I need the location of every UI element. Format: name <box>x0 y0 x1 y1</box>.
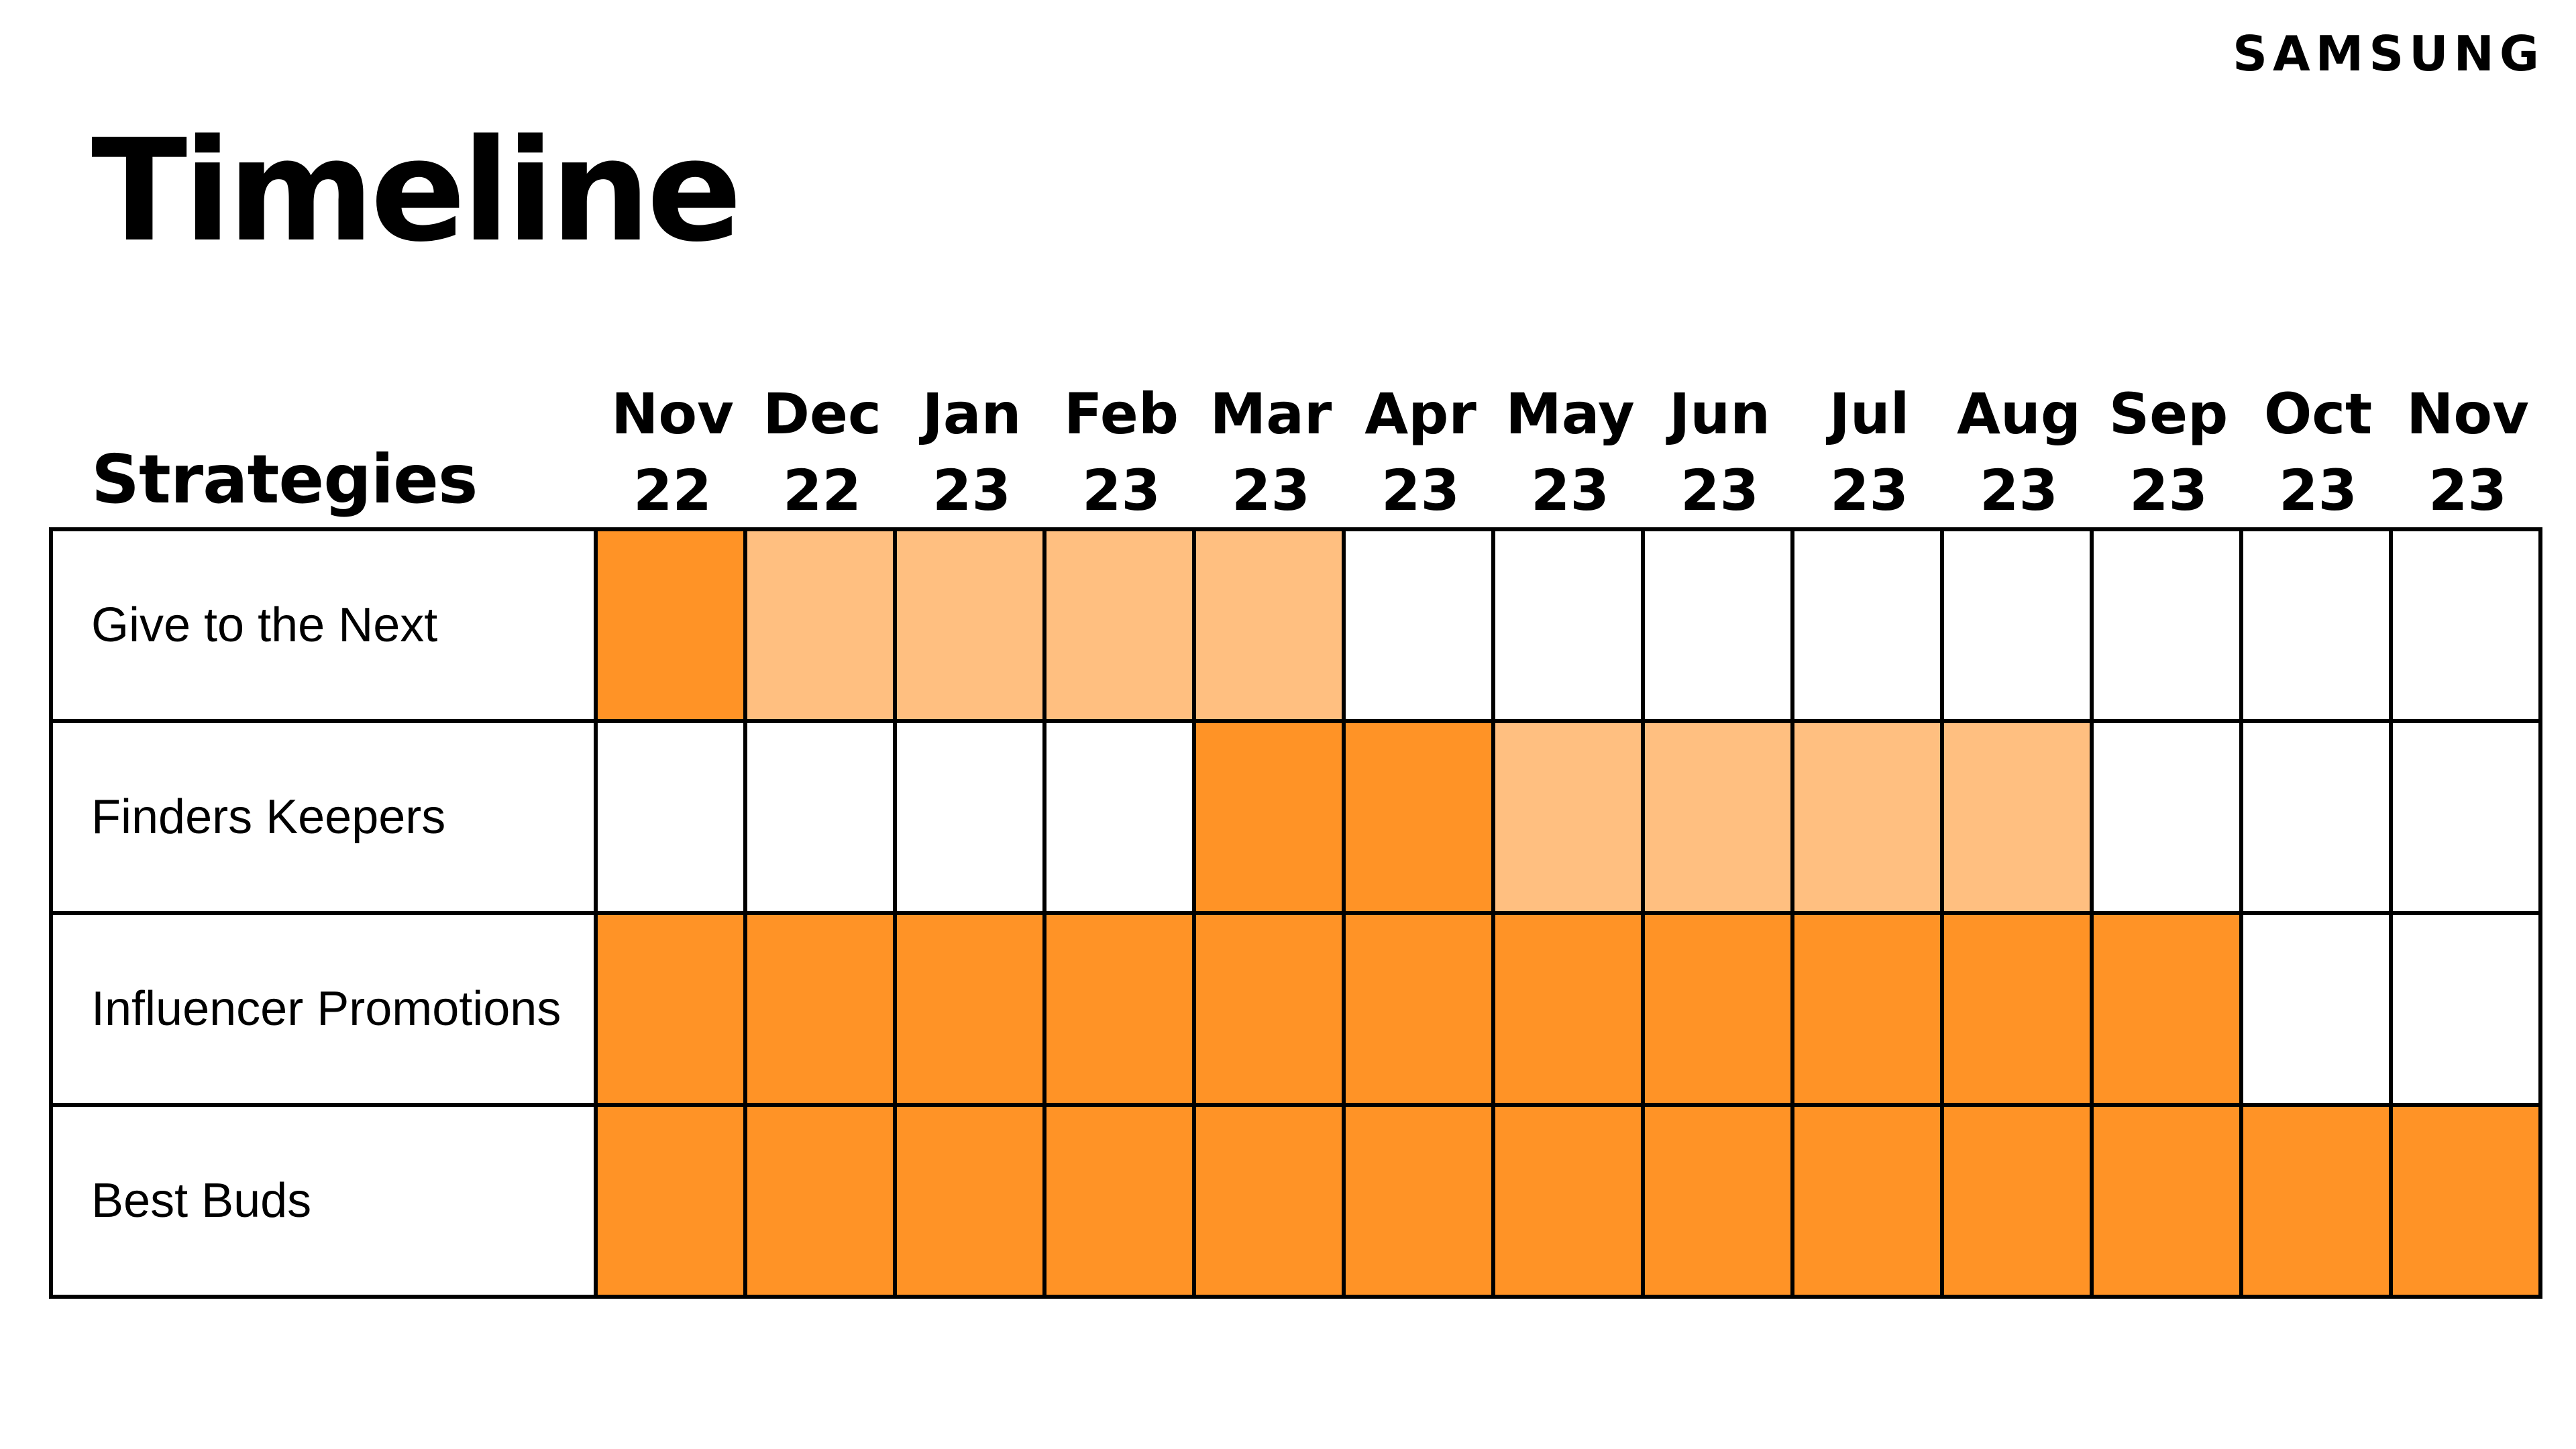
month-header-jul-23: Jul 23 <box>1794 376 1944 529</box>
year-label: 23 <box>2129 458 2208 523</box>
timeline-cell <box>598 1107 747 1299</box>
month-header-nov-23: Nov 23 <box>2393 376 2542 529</box>
timeline-cell <box>2393 915 2542 1107</box>
samsung-logo: SAMSUNG <box>2233 25 2544 82</box>
strategy-label: Finders Keepers <box>53 723 598 915</box>
page-title: Timeline <box>91 109 742 273</box>
month-header-aug-23: Aug 23 <box>1944 376 2094 529</box>
month-label: Jun <box>1669 381 1770 447</box>
timeline-cell <box>1944 723 2094 915</box>
month-label: May <box>1505 381 1635 447</box>
timeline-cell <box>897 531 1046 723</box>
year-label: 23 <box>1381 458 1460 523</box>
month-header-nov-22: Nov 22 <box>598 376 747 529</box>
month-header-may-23: May 23 <box>1495 376 1645 529</box>
timeline-grid: Give to the Next Finders Keepers Influence… <box>49 527 2542 1299</box>
month-label: Aug <box>1957 381 2081 447</box>
year-label: 23 <box>1082 458 1161 523</box>
year-label: 23 <box>2428 458 2507 523</box>
month-header-feb-23: Feb 23 <box>1046 376 1196 529</box>
timeline-cell <box>1346 915 1495 1107</box>
timeline-cell <box>2243 1107 2393 1299</box>
timeline-cell <box>1645 531 1794 723</box>
timeline-cell <box>897 1107 1046 1299</box>
month-header-jun-23: Jun 23 <box>1645 376 1794 529</box>
month-header-apr-23: Apr 23 <box>1346 376 1495 529</box>
year-label: 23 <box>1531 458 1609 523</box>
timeline-cell <box>747 531 897 723</box>
timeline-cell <box>1346 1107 1495 1299</box>
year-label: 22 <box>783 458 861 523</box>
timeline-cell <box>747 723 897 915</box>
timeline-cell <box>1794 1107 1944 1299</box>
timeline-cell <box>1495 723 1645 915</box>
timeline-cell <box>2243 915 2393 1107</box>
year-label: 23 <box>932 458 1011 523</box>
timeline-cell <box>1046 723 1196 915</box>
timeline-cell <box>1495 915 1645 1107</box>
timeline-cell <box>1346 723 1495 915</box>
month-label: Dec <box>763 381 881 447</box>
strategy-label: Give to the Next <box>53 531 598 723</box>
month-header-jan-23: Jan 23 <box>897 376 1046 529</box>
year-label: 22 <box>633 458 712 523</box>
timeline-cell <box>1794 915 1944 1107</box>
timeline-cell <box>1645 915 1794 1107</box>
timeline-cell <box>1346 531 1495 723</box>
strategy-label: Influencer Promotions <box>53 915 598 1107</box>
year-label: 23 <box>2279 458 2357 523</box>
month-label: Feb <box>1063 381 1179 447</box>
timeline-cell <box>1196 531 1346 723</box>
timeline-cell <box>598 915 747 1107</box>
timeline-cell <box>1046 915 1196 1107</box>
timeline-cell <box>1046 1107 1196 1299</box>
timeline-cell <box>897 915 1046 1107</box>
timeline-cell <box>1495 531 1645 723</box>
year-label: 23 <box>1680 458 1759 523</box>
timeline-cell <box>2094 723 2243 915</box>
timeline-cell <box>747 915 897 1107</box>
month-label: Jan <box>922 381 1022 447</box>
month-label: Mar <box>1210 381 1332 447</box>
timeline-cell <box>1944 1107 2094 1299</box>
timeline-cell <box>598 723 747 915</box>
month-label: Jul <box>1829 381 1910 447</box>
month-label: Apr <box>1364 381 1477 447</box>
timeline-cell <box>1794 531 1944 723</box>
month-label: Oct <box>2263 381 2373 447</box>
timeline-cell <box>2094 1107 2243 1299</box>
timeline-cell <box>2393 531 2542 723</box>
timeline-cell <box>2393 1107 2542 1299</box>
timeline-cell <box>1794 723 1944 915</box>
month-label: Sep <box>2108 381 2229 447</box>
timeline-cell <box>1196 1107 1346 1299</box>
year-label: 23 <box>1980 458 2058 523</box>
timeline-cell <box>2393 723 2542 915</box>
timeline-cell <box>2094 915 2243 1107</box>
timeline-cell <box>598 531 747 723</box>
timeline-cell <box>2243 531 2393 723</box>
timeline-cell <box>2243 723 2393 915</box>
timeline-cell <box>1944 531 2094 723</box>
timeline-cell <box>1645 1107 1794 1299</box>
year-label: 23 <box>1232 458 1310 523</box>
timeline-cell <box>1196 723 1346 915</box>
month-label: Nov <box>2406 381 2529 447</box>
timeline-cell <box>1046 531 1196 723</box>
month-label: Nov <box>611 381 734 447</box>
month-header-sep-23: Sep 23 <box>2094 376 2243 529</box>
month-header-oct-23: Oct 23 <box>2243 376 2393 529</box>
timeline-cell <box>1196 915 1346 1107</box>
timeline-cell <box>897 723 1046 915</box>
timeline-cell <box>747 1107 897 1299</box>
month-header-mar-23: Mar 23 <box>1196 376 1346 529</box>
timeline-cell <box>1645 723 1794 915</box>
timeline-cell <box>1944 915 2094 1107</box>
strategies-header: Strategies <box>91 440 478 519</box>
month-header-dec-22: Dec 22 <box>747 376 897 529</box>
year-label: 23 <box>1830 458 1909 523</box>
timeline-cell <box>2094 531 2243 723</box>
strategy-label: Best Buds <box>53 1107 598 1299</box>
timeline-cell <box>1495 1107 1645 1299</box>
